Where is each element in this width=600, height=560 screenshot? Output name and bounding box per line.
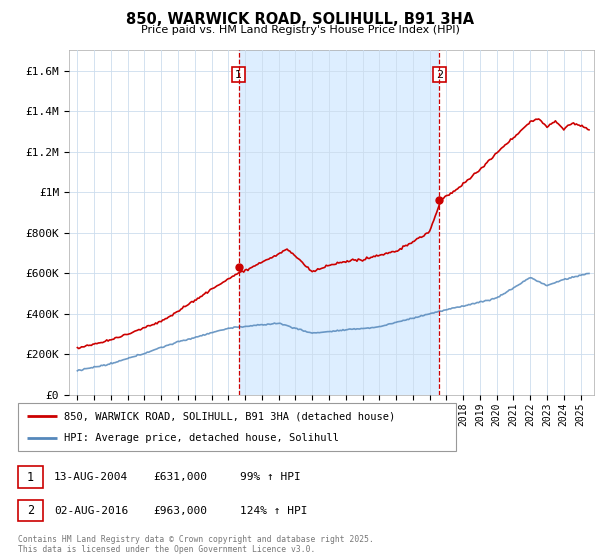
Text: 124% ↑ HPI: 124% ↑ HPI: [240, 506, 308, 516]
Bar: [239, 50, 439, 395]
Text: 2: 2: [436, 69, 443, 80]
Text: 1: 1: [27, 470, 34, 484]
Text: £631,000: £631,000: [153, 472, 207, 482]
Text: Contains HM Land Registry data © Crown copyright and database right 2025.
This d: Contains HM Land Registry data © Crown c…: [18, 535, 374, 554]
Text: HPI: Average price, detached house, Solihull: HPI: Average price, detached house, Soli…: [64, 433, 339, 443]
Text: 13-AUG-2004: 13-AUG-2004: [54, 472, 128, 482]
Text: 02-AUG-2016: 02-AUG-2016: [54, 506, 128, 516]
Text: 2: 2: [27, 504, 34, 517]
Text: 99% ↑ HPI: 99% ↑ HPI: [240, 472, 301, 482]
Text: 850, WARWICK ROAD, SOLIHULL, B91 3HA (detached house): 850, WARWICK ROAD, SOLIHULL, B91 3HA (de…: [64, 411, 395, 421]
Text: 1: 1: [235, 69, 242, 80]
Text: 850, WARWICK ROAD, SOLIHULL, B91 3HA: 850, WARWICK ROAD, SOLIHULL, B91 3HA: [126, 12, 474, 27]
Text: Price paid vs. HM Land Registry's House Price Index (HPI): Price paid vs. HM Land Registry's House …: [140, 25, 460, 35]
Text: £963,000: £963,000: [153, 506, 207, 516]
